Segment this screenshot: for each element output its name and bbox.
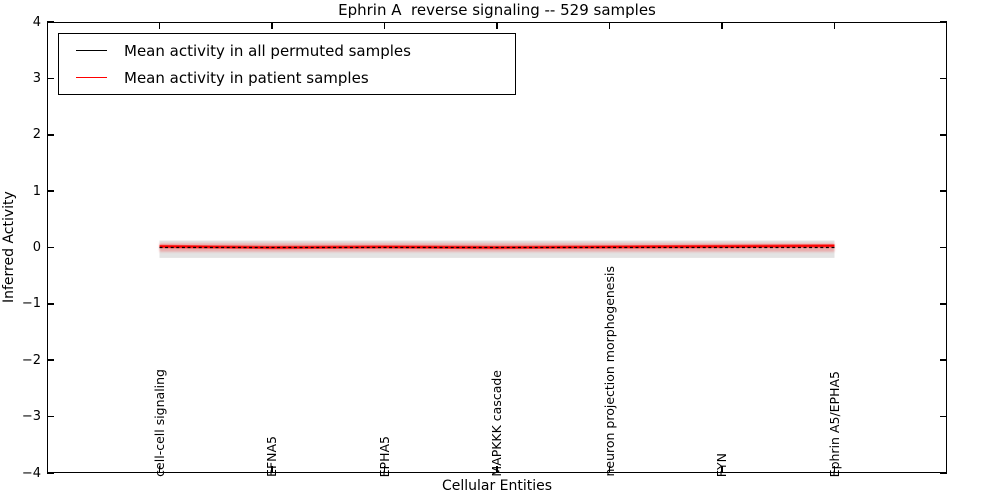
axis-tick-left [47, 246, 54, 249]
axis-tick-left [47, 21, 54, 23]
axis-tick-top [496, 22, 498, 29]
axis-tick-top [271, 22, 273, 29]
legend-label: Mean activity in all permuted samples [124, 41, 411, 60]
x-tick-label: Ephrin A5/EPHA5 [826, 370, 842, 477]
axis-tick-left [47, 415, 54, 418]
legend-label: Mean activity in patient samples [124, 68, 369, 87]
legend-item-permuted: Mean activity in all permuted samples [59, 38, 515, 64]
x-tick-label: neuron projection morphogenesis [601, 266, 617, 477]
axis-tick-right [940, 21, 947, 23]
y-tick-label: −2 [21, 352, 41, 368]
axis-tick-left [47, 359, 54, 362]
axis-tick-top [383, 22, 386, 29]
axis-tick-left [47, 77, 54, 80]
axis-tick-bottom [496, 466, 498, 473]
x-tick-label: MAPKKK cascade [489, 370, 504, 477]
axis-tick-right [940, 77, 947, 80]
y-tick-label: 4 [32, 14, 41, 30]
axis-tick-bottom [158, 466, 161, 473]
axis-tick-right [940, 303, 947, 305]
axis-tick-left [47, 303, 54, 305]
y-tick-label: 1 [32, 183, 41, 199]
y-tick-label: −4 [21, 465, 41, 481]
axis-tick-right [940, 190, 947, 192]
y-tick-label: −3 [21, 409, 41, 425]
y-tick-label: 0 [32, 240, 41, 255]
axis-tick-bottom [608, 466, 611, 473]
x-tick-label: FYN [714, 452, 729, 477]
axis-tick-left [47, 472, 54, 474]
y-tick-label: 3 [32, 70, 41, 86]
axis-tick-right [940, 359, 947, 362]
legend: Mean activity in all permuted samples Me… [58, 33, 516, 95]
axis-tick-right [940, 246, 947, 249]
y-tick-label: −1 [21, 296, 41, 312]
axis-tick-right [940, 133, 947, 136]
axis-tick-top [721, 22, 723, 29]
axis-tick-right [940, 415, 947, 418]
permuted-line-swatch [76, 50, 107, 51]
legend-item-patient: Mean activity in patient samples [59, 65, 515, 91]
axis-tick-top [158, 22, 161, 29]
x-axis-title: Cellular Entities [441, 478, 553, 494]
axis-tick-left [47, 133, 54, 136]
axis-tick-right [940, 472, 947, 474]
patient-line-swatch [76, 77, 107, 78]
axis-tick-top [608, 22, 611, 29]
y-tick-label: 2 [32, 127, 41, 143]
x-tick-label: cell-cell signaling [151, 369, 167, 477]
data-series-layer [159, 240, 835, 258]
axis-tick-bottom [721, 466, 723, 473]
permuted-spread-band [159, 240, 835, 258]
axis-tick-left [47, 190, 54, 192]
x-tick-label: EPHA5 [376, 435, 392, 477]
axis-tick-bottom [383, 466, 386, 473]
x-tick-label: EFNA5 [264, 436, 279, 477]
chart-title: Ephrin A reverse signaling -- 529 sample… [338, 1, 656, 19]
axis-tick-top [833, 22, 836, 29]
axis-tick-bottom [833, 466, 836, 473]
axis-tick-bottom [271, 466, 273, 473]
